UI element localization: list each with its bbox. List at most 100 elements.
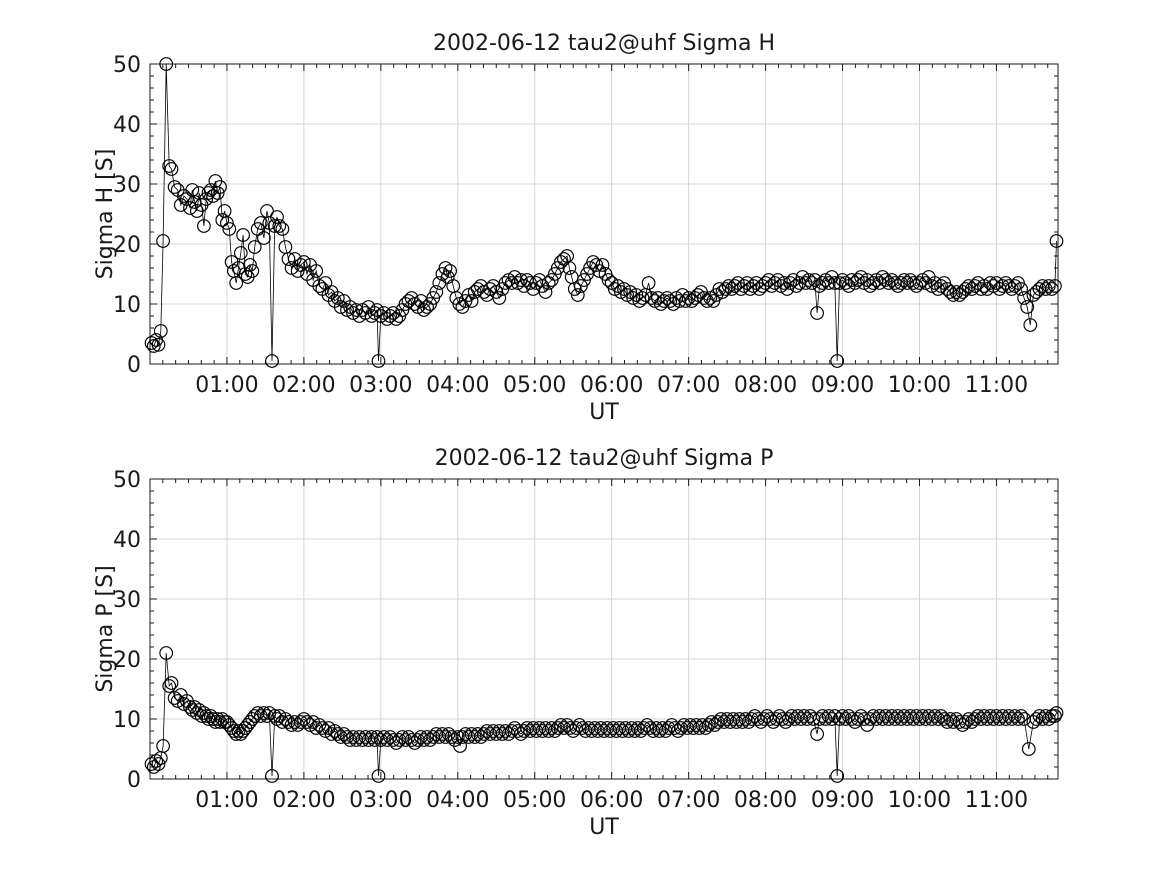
data-point-marker	[767, 276, 782, 290]
data-point-marker	[818, 273, 833, 287]
data-point-marker	[270, 210, 284, 224]
data-point-marker	[1014, 282, 1028, 296]
x-tick-label: 03:00	[349, 373, 412, 398]
data-point-marker	[215, 213, 230, 227]
data-point-marker	[1014, 709, 1028, 723]
x-tick-label: 11:00	[965, 788, 1028, 813]
data-point-marker	[156, 234, 170, 248]
x-tick-label: 11:00	[965, 373, 1028, 398]
sigma-p-title: 2002-06-12 tau2@uhf Sigma P	[435, 446, 774, 471]
sigma-h-title: 2002-06-12 tau2@uhf Sigma H	[433, 31, 775, 56]
data-point-marker	[946, 288, 961, 302]
data-point-marker	[958, 715, 973, 729]
x-tick-label: 06:00	[580, 788, 643, 813]
data-point-marker	[495, 727, 510, 741]
sigma-h-subplot: 01:00 02:00 03:00 04:00 05:00 06:00 07:00 08:00…	[93, 31, 1064, 425]
data-point-marker	[250, 706, 265, 720]
data-point-marker	[151, 337, 166, 352]
data-point-marker	[213, 180, 227, 194]
data-point-marker	[1044, 282, 1059, 296]
data-point-marker	[1008, 709, 1022, 723]
data-point-marker	[1049, 234, 1064, 248]
x-tick-label: 04:00	[426, 373, 489, 398]
x-tick-label: 02:00	[272, 373, 335, 398]
data-point-marker	[620, 288, 634, 302]
data-point-marker	[435, 727, 450, 741]
data-point-marker	[265, 354, 279, 368]
data-point-marker	[652, 724, 667, 738]
x-tick-label: 01:00	[195, 788, 258, 813]
x-tick-label: 07:00	[657, 788, 720, 813]
data-point-marker	[201, 186, 216, 200]
data-point-marker	[156, 739, 170, 753]
data-point-marker	[222, 222, 237, 236]
data-point-marker	[562, 261, 577, 275]
data-point-marker	[443, 264, 457, 278]
data-point-marker	[229, 276, 244, 290]
data-point-marker	[1017, 291, 1031, 305]
data-point-marker	[312, 279, 327, 293]
axes-box	[149, 478, 1059, 780]
x-tick-label: 04:00	[426, 788, 489, 813]
x-tick-label: 05:00	[503, 788, 566, 813]
data-point-marker	[309, 264, 324, 278]
data-point-marker	[151, 757, 166, 771]
data-point-marker	[1021, 742, 1036, 756]
data-point-marker	[247, 240, 262, 254]
data-point-marker	[1049, 706, 1064, 720]
y-tick-label: 40	[113, 528, 141, 553]
data-point-marker	[199, 192, 214, 206]
data-point-marker	[371, 354, 386, 368]
data-point-marker	[367, 306, 382, 320]
data-point-marker	[897, 273, 911, 287]
data-point-marker	[206, 189, 220, 203]
y-tick-label: 40	[113, 113, 141, 138]
x-tick-label: 10:00	[888, 788, 951, 813]
data-point-marker	[383, 309, 397, 323]
data-point-marker	[801, 273, 816, 287]
x-tick-label: 09:00	[811, 373, 874, 398]
data-point-marker	[958, 282, 973, 296]
data-point-marker	[492, 291, 507, 305]
data-point-marker	[554, 718, 568, 732]
data-point-marker	[1038, 282, 1053, 296]
data-point-marker	[149, 754, 164, 768]
y-tick-label: 20	[113, 648, 141, 673]
data-point-marker	[538, 285, 553, 299]
data-point-marker	[238, 267, 253, 281]
data-point-marker	[701, 718, 716, 732]
data-point-marker	[824, 712, 839, 726]
sigma-p-yaxis-label: Sigma P [S]	[93, 565, 118, 692]
data-point-marker	[797, 709, 811, 723]
data-point-marker	[429, 285, 444, 299]
data-point-marker	[692, 721, 707, 735]
data-point-marker	[377, 730, 391, 744]
data-point-marker	[450, 730, 465, 744]
data-point-marker	[453, 739, 467, 753]
data-point-marker	[1041, 279, 1056, 293]
data-point-marker	[681, 291, 696, 305]
sigma-h-plot-area: 01:00 02:00 03:00 04:00 05:00 06:00 07:00 08:00…	[113, 53, 1064, 398]
data-point-marker	[830, 769, 845, 783]
data-point-marker	[804, 276, 819, 290]
data-point-marker	[663, 294, 678, 308]
y-tick-label: 10	[113, 708, 141, 733]
data-point-marker	[570, 288, 585, 302]
x-tick-label: 02:00	[272, 788, 335, 813]
data-point-marker	[245, 264, 260, 278]
x-tick-label: 03:00	[349, 788, 412, 813]
data-point-marker	[595, 258, 610, 272]
data-point-marker	[718, 282, 733, 296]
data-point-marker	[358, 730, 373, 744]
data-point-marker	[284, 718, 299, 732]
data-point-marker	[1038, 709, 1053, 723]
data-point-marker	[162, 679, 177, 693]
data-point-marker	[213, 715, 227, 729]
data-point-marker	[1008, 279, 1022, 293]
data-point-marker	[208, 715, 223, 729]
data-point-marker	[253, 216, 268, 230]
data-point-marker	[798, 276, 813, 290]
data-point-marker	[818, 712, 833, 726]
data-point-marker	[703, 291, 718, 305]
